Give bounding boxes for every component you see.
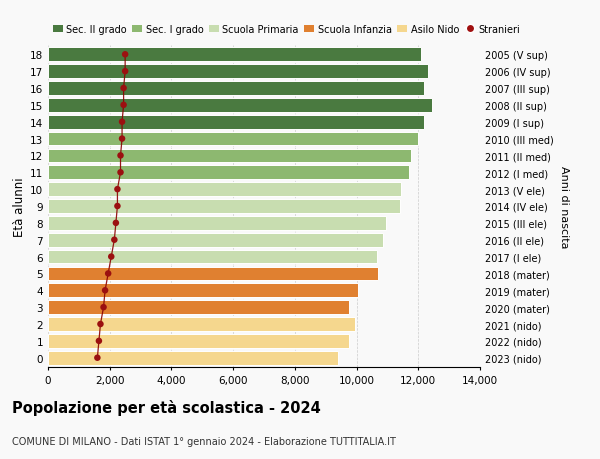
Point bbox=[103, 270, 113, 278]
Bar bbox=[48, 217, 386, 230]
Point bbox=[113, 186, 122, 193]
Point bbox=[94, 337, 104, 345]
Bar bbox=[48, 183, 401, 196]
Bar bbox=[48, 65, 428, 79]
Bar bbox=[48, 82, 424, 95]
Bar bbox=[48, 116, 424, 129]
Point bbox=[110, 236, 119, 244]
Bar bbox=[48, 267, 378, 281]
Point bbox=[119, 102, 128, 109]
Point bbox=[106, 253, 116, 261]
Text: COMUNE DI MILANO - Dati ISTAT 1° gennaio 2024 - Elaborazione TUTTITALIA.IT: COMUNE DI MILANO - Dati ISTAT 1° gennaio… bbox=[12, 436, 396, 446]
Bar bbox=[48, 149, 410, 163]
Bar bbox=[48, 166, 409, 180]
Point bbox=[117, 119, 127, 126]
Point bbox=[113, 203, 122, 210]
Bar bbox=[48, 132, 418, 146]
Legend: Sec. II grado, Sec. I grado, Scuola Primaria, Scuola Infanzia, Asilo Nido, Stran: Sec. II grado, Sec. I grado, Scuola Prim… bbox=[53, 25, 520, 34]
Bar bbox=[48, 99, 432, 112]
Point bbox=[116, 169, 125, 177]
Bar bbox=[48, 233, 383, 247]
Point bbox=[121, 68, 130, 76]
Y-axis label: Età alunni: Età alunni bbox=[13, 177, 26, 236]
Bar bbox=[48, 48, 421, 62]
Point bbox=[100, 287, 110, 294]
Bar bbox=[48, 284, 358, 297]
Bar bbox=[48, 301, 349, 314]
Bar bbox=[48, 318, 355, 331]
Point bbox=[117, 135, 127, 143]
Point bbox=[111, 220, 121, 227]
Bar bbox=[48, 351, 338, 365]
Point bbox=[95, 321, 105, 328]
Point bbox=[116, 152, 125, 160]
Point bbox=[99, 304, 109, 311]
Point bbox=[92, 354, 102, 362]
Y-axis label: Anni di nascita: Anni di nascita bbox=[559, 165, 569, 248]
Bar bbox=[48, 250, 377, 264]
Bar bbox=[48, 200, 400, 213]
Point bbox=[119, 85, 128, 92]
Text: Popolazione per età scolastica - 2024: Popolazione per età scolastica - 2024 bbox=[12, 399, 321, 415]
Bar bbox=[48, 334, 349, 348]
Point bbox=[121, 51, 130, 59]
